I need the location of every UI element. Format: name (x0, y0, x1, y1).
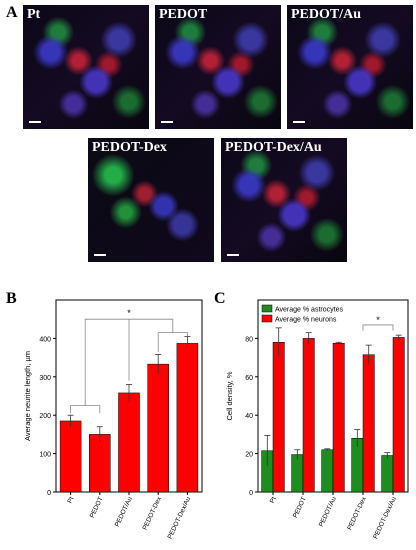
x-tick-label: PEDOT (292, 496, 308, 519)
x-tick-label: Pt (66, 496, 75, 505)
legend-label: Average % neurons (275, 317, 337, 324)
bar (302, 338, 315, 493)
scale-bar (29, 121, 41, 123)
y-axis-label: Cell density, % (225, 371, 234, 420)
y-tick-label: 60 (245, 375, 253, 382)
significance-star: * (127, 308, 131, 318)
legend-swatch (261, 314, 273, 323)
y-axis-label: Average neurite length, µm (23, 351, 32, 441)
micrograph-texture (287, 5, 413, 129)
significance-bracket (157, 332, 188, 352)
y-tick-label: 300 (39, 375, 51, 382)
y-tick-label: 200 (39, 413, 51, 420)
bar (176, 343, 199, 493)
micrograph-pt: Pt (23, 5, 149, 129)
micrograph-label: PEDOT/Au (291, 7, 362, 22)
significance-bracket (362, 324, 394, 331)
micrograph-label: Pt (27, 7, 41, 22)
micrograph-pedot-au: PEDOT/Au (287, 5, 413, 129)
y-tick-label: 400 (39, 336, 51, 343)
x-tick-label: PEDOT/Au (114, 496, 134, 528)
scale-bar (161, 121, 173, 123)
bar (291, 454, 304, 493)
micrograph-pedot-dex: PEDOT-Dex (88, 138, 214, 262)
x-tick-label: PEDOT (89, 496, 105, 519)
bar (381, 455, 394, 493)
bar (362, 354, 375, 493)
scale-bar (94, 254, 106, 256)
micrograph-pedot: PEDOT (155, 5, 281, 129)
panel-a-letter: A (6, 4, 18, 21)
x-tick-label: PEDOT/Au (318, 496, 338, 528)
x-tick-label: PEDOT-Dex/Au (167, 496, 193, 541)
micrograph-label: PEDOT (159, 7, 208, 22)
significance-bracket (70, 405, 101, 414)
legend-swatch (261, 304, 273, 313)
panel-b-letter: B (6, 290, 17, 307)
micrograph-texture (221, 138, 347, 262)
scale-bar (227, 254, 239, 256)
x-tick-label: PEDOT-Dex (346, 495, 368, 531)
bar (147, 363, 169, 493)
y-tick-label: 0 (249, 490, 253, 497)
x-tick-label: PEDOT-Dex (142, 495, 164, 531)
y-tick-label: 80 (245, 336, 253, 343)
micrograph-texture (155, 5, 281, 129)
bar (272, 341, 285, 493)
micrograph-texture (23, 5, 149, 129)
y-tick-label: 100 (39, 452, 51, 459)
micrograph-pedot-dex-au: PEDOT-Dex/Au (221, 138, 347, 262)
chart-c: 0 20 40 60 80 Cell density, % Pt PEDOT PEDOT/Au P… (225, 299, 409, 541)
chart-b: 0 100 200 300 400 Average neurite length, µm P… (23, 299, 203, 541)
bar (321, 449, 334, 493)
y-tick-label: 0 (47, 490, 51, 497)
bar (332, 342, 345, 493)
bar (89, 434, 111, 493)
y-tick-label: 20 (245, 452, 253, 459)
scale-bar (293, 121, 305, 123)
y-tick-label: 40 (245, 413, 253, 420)
legend-label: Average % astrocytes (275, 307, 343, 314)
significance-star: * (376, 315, 380, 325)
bar (59, 420, 82, 493)
bar (118, 392, 140, 493)
micrograph-label: PEDOT-Dex (92, 140, 167, 155)
bar (392, 337, 405, 493)
x-tick-label: PEDOT-Dex/Au (372, 496, 398, 541)
x-tick-label: Pt (269, 496, 278, 505)
micrograph-label: PEDOT-Dex/Au (225, 140, 322, 155)
panel-c-letter: C (214, 290, 226, 307)
micrograph-texture (88, 138, 214, 262)
